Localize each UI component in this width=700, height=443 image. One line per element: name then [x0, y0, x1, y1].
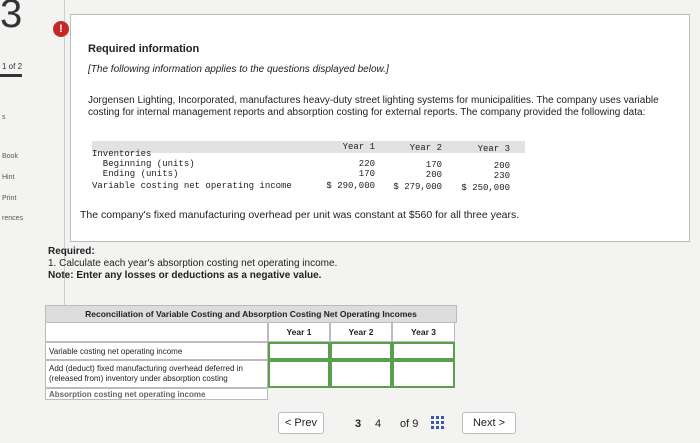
alert-icon: !	[53, 21, 69, 37]
side-item[interactable]: Book	[2, 153, 18, 160]
required-task: 1. Calculate each year's absorption cost…	[48, 258, 338, 269]
required-note: Note: Enter any losses or deductions as …	[48, 270, 322, 281]
table-label: Inventories	[92, 149, 152, 159]
next-button[interactable]: Next >	[462, 412, 516, 434]
info-title: Required information	[88, 43, 200, 55]
grid-icon[interactable]	[431, 416, 445, 430]
recon-col: Year 1	[268, 322, 330, 342]
table-value: 200	[425, 170, 442, 180]
input[interactable]	[268, 342, 330, 360]
recon-row: Variable costing net operating income	[45, 342, 268, 360]
divider	[64, 0, 65, 443]
info-panel	[70, 14, 690, 242]
recon-row: Add (deduct) fixed manufacturing overhea…	[45, 360, 268, 388]
table-label: Ending (units)	[92, 169, 179, 179]
question-number: 3	[0, 0, 23, 36]
side-item[interactable]: s	[2, 114, 6, 121]
table-value: 200	[493, 161, 510, 171]
input[interactable]	[330, 342, 392, 360]
col-header: Year 3	[477, 144, 510, 154]
info-subtitle: [The following information applies to th…	[88, 64, 389, 75]
recon-header-blank	[45, 322, 268, 342]
recon-title: Reconciliation of Variable Costing and A…	[45, 305, 457, 323]
info-note: The company's fixed manufacturing overhe…	[80, 209, 520, 221]
table-value: 220	[358, 159, 375, 169]
table-label: Variable costing net operating income	[92, 181, 292, 191]
table-header-bg	[92, 141, 525, 153]
table-label: Beginning (units)	[92, 159, 195, 169]
col-header: Year 1	[342, 142, 375, 152]
input[interactable]	[392, 360, 455, 388]
info-paragraph: Jorgensen Lighting, Incorporated, manufa…	[88, 95, 659, 118]
required-heading: Required:	[48, 246, 95, 257]
side-item[interactable]: rences	[2, 215, 24, 222]
recon-row: Absorption costing net operating income	[45, 388, 268, 400]
page-number[interactable]: 4	[375, 418, 382, 430]
recon-col: Year 3	[392, 322, 455, 342]
prev-button[interactable]: < Prev	[278, 412, 324, 434]
table-value: $ 250,000	[461, 183, 510, 193]
input[interactable]	[392, 342, 455, 360]
page-of: of 9	[400, 418, 419, 430]
footer-bar	[0, 400, 700, 443]
col-header: Year 2	[409, 143, 442, 153]
side-item[interactable]: Print	[2, 195, 17, 202]
progress-bar	[0, 74, 22, 77]
input[interactable]	[330, 360, 392, 388]
page-number[interactable]: 3	[355, 418, 362, 430]
table-value: 230	[493, 171, 510, 181]
table-value: $ 279,000	[393, 182, 442, 192]
table-value: 170	[425, 160, 442, 170]
input[interactable]	[268, 360, 330, 388]
side-item[interactable]: Hint	[2, 174, 15, 181]
progress: 1 of 2	[2, 62, 23, 71]
table-value: $ 290,000	[326, 181, 375, 191]
table-value: 170	[358, 169, 375, 179]
recon-col: Year 2	[330, 322, 392, 342]
